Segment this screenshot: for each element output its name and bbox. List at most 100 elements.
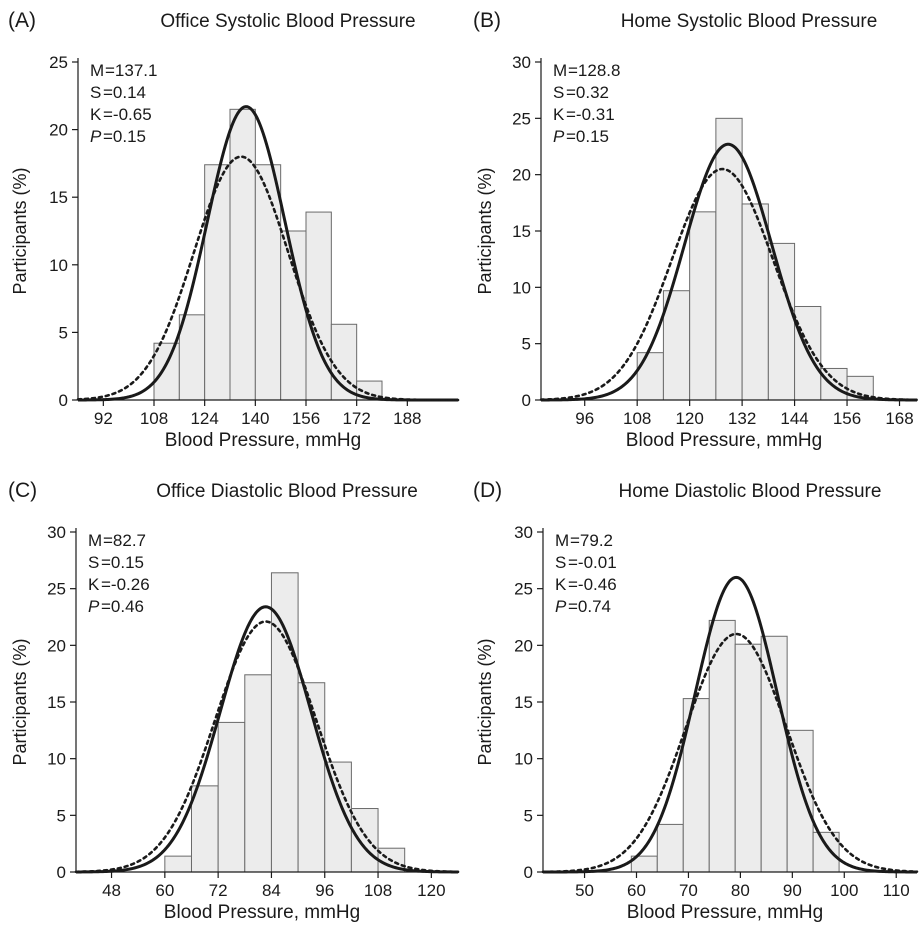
y-tick-label: 10 bbox=[49, 256, 68, 275]
x-tick-label: 156 bbox=[833, 409, 861, 428]
y-tick-label: 20 bbox=[514, 636, 533, 655]
x-tick-label: 140 bbox=[241, 409, 269, 428]
x-axis-label: Blood Pressure, mmHg bbox=[164, 902, 360, 923]
y-tick-label: 10 bbox=[47, 750, 66, 769]
histogram-bar bbox=[734, 643, 762, 873]
y-tick-label: 0 bbox=[522, 391, 531, 410]
histogram-bar bbox=[741, 203, 769, 401]
x-axis-label: Blood Pressure, mmHg bbox=[626, 430, 822, 451]
panel-label: (C) bbox=[8, 479, 37, 502]
stat-value: =-0.26 bbox=[101, 575, 150, 594]
fitted-curve-solid bbox=[541, 142, 918, 402]
x-tick-label: 120 bbox=[417, 881, 445, 900]
stat-label: S bbox=[553, 83, 564, 102]
x-tick-label: 92 bbox=[94, 409, 113, 428]
stat-label: K bbox=[555, 575, 567, 594]
x-tick-label: 70 bbox=[679, 881, 698, 900]
y-tick-label: 15 bbox=[47, 693, 66, 712]
y-axis-label: Participants (%) bbox=[475, 638, 495, 765]
stat-label: M bbox=[553, 61, 567, 80]
stat-label: K bbox=[90, 105, 102, 124]
y-tick-label: 30 bbox=[514, 523, 533, 542]
y-tick-label: 25 bbox=[47, 580, 66, 599]
y-tick-label: 5 bbox=[59, 323, 68, 342]
stat-value: =-0.65 bbox=[103, 105, 152, 124]
x-tick-label: 120 bbox=[675, 409, 703, 428]
stat-value: =0.15 bbox=[566, 127, 609, 146]
x-tick-label: 60 bbox=[627, 881, 646, 900]
chart-panel: (A) Office Systolic Blood Pressure 0 5 10 15 2… bbox=[8, 9, 460, 451]
x-tick-label: 108 bbox=[140, 409, 168, 428]
y-tick-label: 0 bbox=[524, 863, 533, 882]
stat-label: S bbox=[88, 553, 99, 572]
x-tick-label: 108 bbox=[623, 409, 651, 428]
x-axis-label: Blood Pressure, mmHg bbox=[627, 902, 823, 923]
stat-label: M bbox=[90, 61, 104, 80]
y-axis-label: Participants (%) bbox=[10, 638, 30, 765]
stat-value: =-0.46 bbox=[568, 575, 617, 594]
stat-value: =0.15 bbox=[101, 553, 144, 572]
y-tick-label: 15 bbox=[514, 693, 533, 712]
y-tick-label: 5 bbox=[524, 806, 533, 825]
fitted-curve-dotted bbox=[541, 632, 919, 874]
x-tick-label: 124 bbox=[190, 409, 218, 428]
chart-panel: (C) Office Diastolic Blood Pressure 0 5 10 15… bbox=[8, 479, 460, 923]
fitted-curve-dotted bbox=[76, 155, 460, 402]
y-axis-label: Participants (%) bbox=[475, 167, 495, 294]
stat-value: =128.8 bbox=[568, 61, 620, 80]
stat-label: M bbox=[88, 531, 102, 550]
y-tick-label: 25 bbox=[512, 109, 531, 128]
histogram-bar bbox=[270, 572, 299, 873]
histogram-bar bbox=[204, 164, 231, 401]
panel-label: (A) bbox=[8, 9, 36, 32]
y-tick-label: 15 bbox=[512, 222, 531, 241]
stat-value: =0.74 bbox=[568, 597, 611, 616]
fitted-curve-dotted bbox=[74, 620, 460, 874]
histogram-bar bbox=[812, 831, 840, 873]
x-tick-label: 48 bbox=[102, 881, 121, 900]
y-tick-label: 5 bbox=[522, 335, 531, 354]
y-tick-label: 0 bbox=[59, 391, 68, 410]
x-tick-label: 108 bbox=[364, 881, 392, 900]
histogram-bar bbox=[689, 211, 717, 401]
stat-value: =0.15 bbox=[103, 127, 146, 146]
histogram-bar bbox=[244, 674, 272, 873]
histogram-bar bbox=[715, 117, 743, 401]
x-tick-label: 80 bbox=[731, 881, 750, 900]
histogram-bar bbox=[254, 164, 282, 401]
y-tick-label: 10 bbox=[512, 278, 531, 297]
y-tick-label: 25 bbox=[514, 580, 533, 599]
stat-value: =0.32 bbox=[566, 83, 609, 102]
histogram-bar bbox=[662, 290, 691, 401]
x-tick-label: 132 bbox=[728, 409, 756, 428]
y-tick-label: 20 bbox=[47, 636, 66, 655]
chart-title: Office Diastolic Blood Pressure bbox=[156, 481, 418, 502]
y-tick-label: 5 bbox=[57, 806, 66, 825]
stat-value: =-0.01 bbox=[568, 553, 617, 572]
x-tick-label: 188 bbox=[393, 409, 421, 428]
stat-value: =79.2 bbox=[570, 531, 613, 550]
stat-label: P bbox=[90, 127, 102, 146]
histogram-bar bbox=[767, 242, 796, 401]
chart-title: Home Diastolic Blood Pressure bbox=[619, 481, 882, 502]
stat-value: =82.7 bbox=[103, 531, 146, 550]
fitted-curve-dotted bbox=[539, 167, 919, 402]
x-tick-label: 110 bbox=[883, 881, 910, 900]
x-tick-label: 60 bbox=[155, 881, 174, 900]
y-tick-label: 30 bbox=[512, 53, 531, 72]
histogram-bar bbox=[229, 108, 256, 401]
x-tick-label: 72 bbox=[209, 881, 228, 900]
histogram-bar bbox=[820, 367, 848, 401]
x-tick-label: 50 bbox=[575, 881, 594, 900]
stat-value: =-0.31 bbox=[566, 105, 615, 124]
chart-panel: (B) Home Systolic Blood Pressure 0 5 10 15 20 2… bbox=[473, 9, 919, 451]
x-tick-label: 168 bbox=[885, 409, 913, 428]
stat-label: P bbox=[555, 597, 567, 616]
y-tick-label: 0 bbox=[57, 863, 66, 882]
y-tick-label: 15 bbox=[49, 188, 68, 207]
x-tick-label: 84 bbox=[262, 881, 281, 900]
y-axis-label: Participants (%) bbox=[10, 167, 30, 294]
histogram-bar bbox=[636, 352, 664, 401]
histogram-bar bbox=[305, 211, 332, 401]
